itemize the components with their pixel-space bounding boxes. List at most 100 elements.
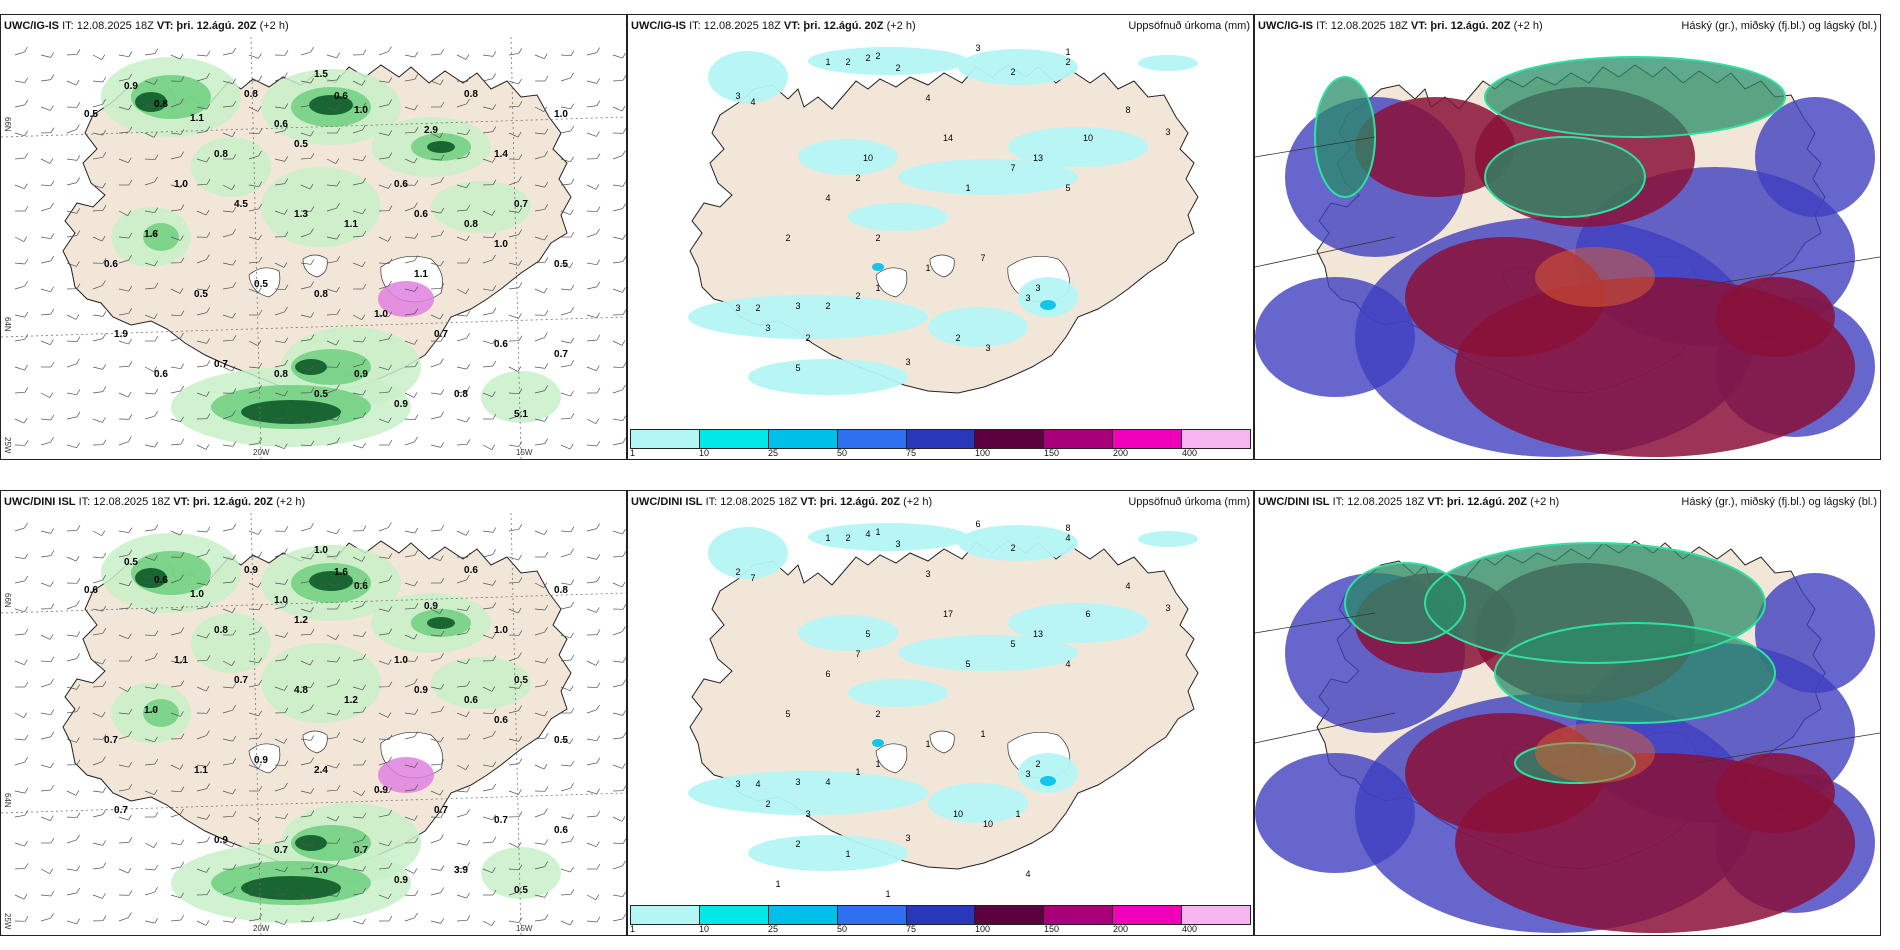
wind-barb-flag [50, 678, 54, 685]
wind-barb [222, 105, 233, 108]
wind-barb-flag [24, 281, 28, 287]
wind-barb-flag [232, 282, 237, 288]
wind-barb [118, 582, 129, 587]
wind-barb [430, 839, 441, 844]
wind-barb [118, 236, 129, 239]
wind-barb [248, 366, 259, 369]
wind-barb-flag [595, 660, 600, 666]
wind-barb-flag [154, 736, 158, 742]
wind-barb [404, 816, 415, 821]
wind-barb [222, 556, 233, 561]
latitude-line [1, 592, 626, 614]
wind-barb-flag [284, 782, 288, 789]
wind-barb [300, 894, 311, 900]
wind-barb [612, 54, 623, 59]
wind-barb [248, 288, 259, 294]
wind-barb [586, 339, 597, 342]
wind-barb-flag [570, 889, 575, 895]
panel-header: UWC/DINI ISL IT: 12.08.2025 18Z VT: þri.… [1, 491, 626, 513]
wind-barb [404, 894, 416, 897]
wind-barb-flag [544, 128, 549, 135]
wind-barb [248, 442, 259, 446]
wind-barb [326, 236, 337, 240]
cloud-cover-map [1255, 37, 1880, 459]
accum-value-label: 10 [983, 819, 993, 829]
wind-barb-flag [622, 150, 626, 156]
wind-barb [300, 608, 311, 613]
wind-barb-flag [517, 131, 522, 138]
precip-value-label: 0.9 [374, 785, 388, 796]
wind-barb-flag [544, 680, 549, 686]
wind-barb-flag [492, 633, 496, 639]
wind-barb-flag [180, 235, 184, 241]
wind-barb-flag [622, 785, 626, 791]
precip-area [261, 167, 381, 247]
wind-barb [196, 816, 207, 820]
wind-barb-flag [128, 912, 132, 918]
wind-barb [300, 920, 312, 923]
wind-barb [482, 210, 493, 216]
wind-barb-flag [362, 653, 367, 660]
wind-barb-flag [310, 629, 315, 635]
wind-barb-flag [622, 234, 626, 240]
wind-barb-flag [491, 391, 496, 397]
wind-barb [300, 709, 311, 714]
wind-barb-flag [596, 523, 601, 529]
wind-barb [144, 657, 155, 662]
lead-time: (+2 h) [1530, 496, 1560, 508]
wind-barb [66, 920, 77, 925]
wind-barb-flag [439, 79, 444, 85]
wind-barb-flag [544, 234, 548, 241]
wind-barb [430, 790, 441, 796]
precip-area [1485, 137, 1645, 217]
precip-color-legend: 1 10 25 50 75 100 150 200 400 [628, 905, 1253, 935]
wind-barb [300, 286, 311, 290]
wind-barb [352, 892, 363, 896]
wind-barb [274, 920, 285, 926]
wind-barb-flag [544, 310, 549, 316]
wind-barb-flag [206, 602, 211, 608]
precip-value-label: 1.0 [554, 109, 568, 120]
wind-barb-flag [622, 181, 626, 187]
wind-barb [300, 339, 311, 342]
wind-barb-flag [206, 307, 211, 313]
legend-color-swatch [631, 430, 700, 448]
wind-barb-flag [102, 129, 107, 136]
wind-barb-flag [491, 210, 496, 216]
wind-barb [66, 444, 77, 449]
wind-barb-flag [284, 284, 289, 290]
wind-barb [300, 314, 311, 318]
precip-value-label: 1.0 [314, 545, 328, 556]
wind-barb-flag [440, 442, 445, 448]
wind-barb-flag [23, 183, 28, 189]
wind-barb-flag [24, 575, 29, 582]
wind-barb [586, 233, 597, 238]
wind-barb-flag [127, 867, 132, 874]
wind-barb [170, 579, 181, 584]
accum-value-label: 3 [1025, 769, 1030, 779]
wind-barb [586, 842, 597, 848]
wind-barb [586, 210, 598, 213]
wind-barb [534, 236, 545, 241]
wind-barb [118, 788, 129, 792]
legend-label: 1 [630, 924, 636, 934]
wind-barb-flag [128, 232, 133, 239]
wind-barb-flag [179, 529, 184, 536]
wind-barb [612, 631, 623, 636]
wind-barb-flag [24, 440, 29, 446]
wind-barb-flag [206, 708, 211, 714]
wind-barb [92, 660, 103, 665]
wind-barb [274, 262, 285, 268]
wind-barb-flag [361, 314, 366, 320]
wind-barb [196, 312, 207, 316]
latitude-line [1, 316, 626, 338]
accum-value-label: 5 [785, 709, 790, 719]
wind-barb [612, 261, 623, 264]
wind-barb [300, 262, 311, 265]
wind-barb-flag [50, 361, 55, 368]
wind-barb-flag [179, 53, 184, 60]
wind-barb [40, 789, 51, 792]
wind-barb [170, 894, 181, 899]
legend-label: 1 [630, 448, 636, 458]
wind-barb-flag [466, 552, 471, 558]
